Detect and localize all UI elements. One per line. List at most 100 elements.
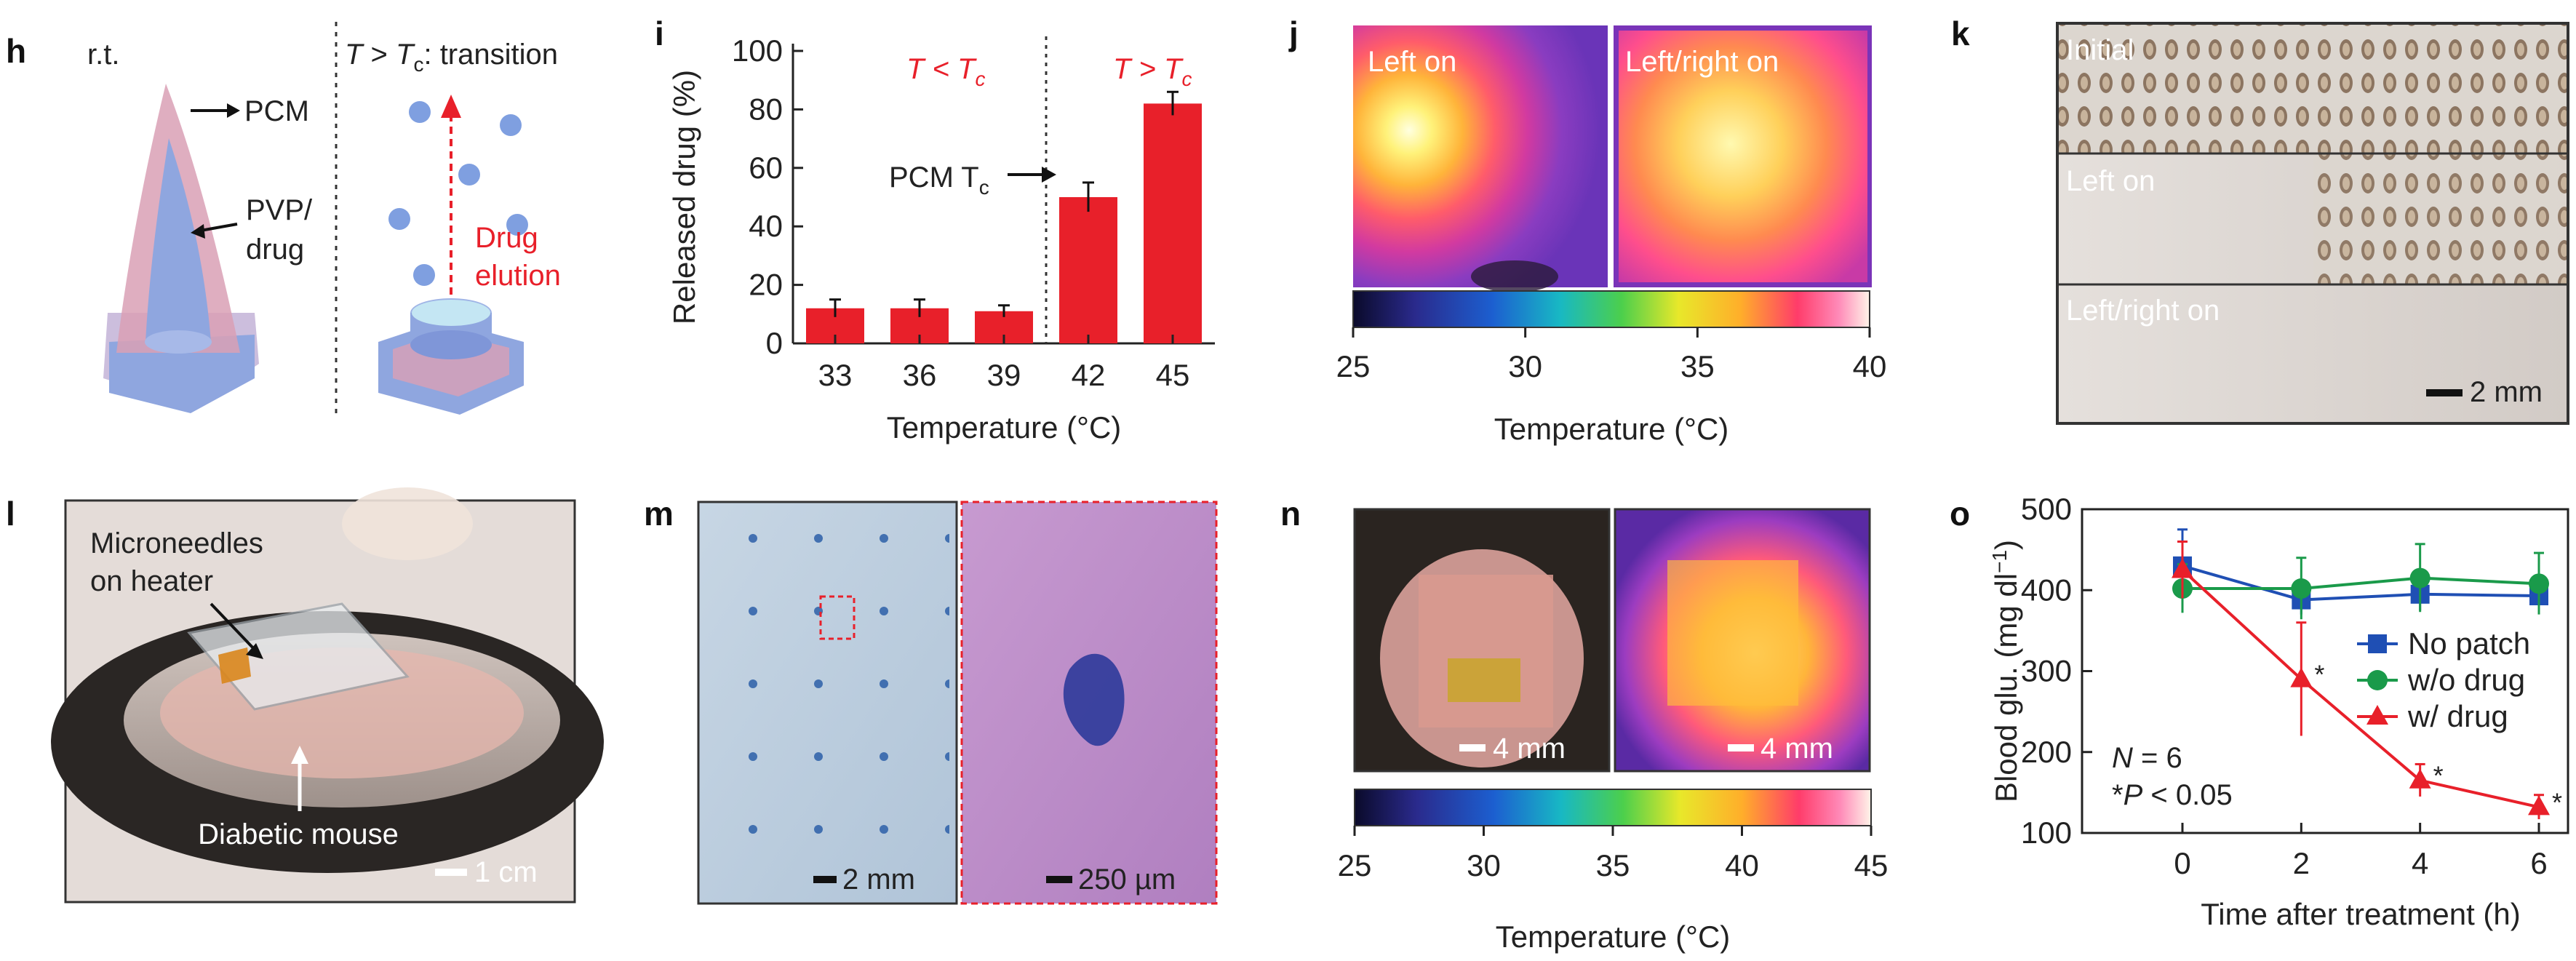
chart-o-marks: 100 200 300 400 500 0 2 4 6 Time after treatment …	[1988, 492, 2569, 931]
i-ytick-label: 20	[749, 268, 783, 302]
annotation-p: *P < 0.05	[2112, 779, 2233, 811]
callout-arrow	[210, 602, 258, 653]
o-point-with-drug	[2290, 667, 2313, 687]
colorbar-tick-label: 25	[1336, 349, 1371, 383]
o-xtick-label: 6	[2530, 846, 2547, 880]
colorbar-tick-label: 30	[1467, 848, 1501, 882]
panel-o: o 100 200 300 400 500 0 2 4 6 Time after treatmen…	[1950, 492, 2569, 931]
i-xtick-label: 42	[1072, 358, 1106, 392]
m-scale-right: 250 µm	[1078, 864, 1176, 896]
mouse-label: Diabetic mouse	[198, 818, 399, 850]
o-point-with-drug	[2528, 795, 2550, 816]
pvp-label-line2: drug	[246, 234, 304, 266]
k-row-initial	[2057, 23, 2568, 153]
o-point-with-drug	[2172, 558, 2193, 578]
n-scale-bar-right	[1728, 744, 1754, 751]
i-ytick-label: 100	[732, 33, 783, 68]
i-xtick-label: 39	[987, 358, 1021, 392]
i-ylabel: Released drug (%)	[667, 70, 701, 324]
i-bar-42	[1059, 197, 1117, 343]
colorbar-n-xlabel: Temperature (°C)	[1496, 920, 1731, 954]
microneedle-heater-patch	[187, 602, 410, 711]
panel-label-o: o	[1950, 495, 1970, 533]
left-on-label: Left on	[1368, 46, 1456, 78]
i-bar-45	[1144, 103, 1202, 344]
left-right-on-label: Left/right on	[1625, 46, 1779, 78]
colorbar-tick-label: 45	[1854, 848, 1889, 882]
o-point-with-drug	[2409, 768, 2431, 789]
i-xlabel: Temperature (°C)	[887, 410, 1122, 444]
o-legend-label: w/ drug	[2407, 699, 2508, 733]
k-scale-label: 2 mm	[2470, 376, 2543, 408]
callout-line2: on heater	[90, 565, 213, 597]
o-xtick-label: 2	[2293, 846, 2310, 880]
o-xlabel: Time after treatment (h)	[2201, 897, 2521, 931]
m-scale-left: 2 mm	[842, 864, 915, 896]
k-label-initial: Initial	[2066, 34, 2134, 66]
panel-label-l: l	[6, 495, 15, 533]
colorbar-j-xlabel: Temperature (°C)	[1494, 412, 1729, 446]
l-scale-label: 1 cm	[474, 856, 538, 888]
i-ytick-label: 80	[749, 92, 783, 126]
o-ylabel: Blood glu. (mg dl−1)	[1988, 540, 2023, 802]
i-xtick-label: 36	[903, 358, 937, 392]
colorbar-n-ticks: 25 30 35 40 45	[1338, 826, 1889, 882]
thermal-image-left-on	[1353, 25, 1608, 287]
annotation-n: N = 6	[2112, 742, 2182, 774]
i-xtick-label: 45	[1156, 358, 1190, 392]
colorbar-tick-label: 35	[1596, 848, 1630, 882]
o-point-with-drug	[2366, 705, 2388, 725]
o-series-line	[2182, 576, 2540, 591]
panel-label-i: i	[655, 15, 664, 52]
zoom-box	[819, 595, 856, 640]
o-point-without-drug	[2291, 578, 2312, 599]
o-xtick-label: 4	[2412, 846, 2428, 880]
panel-label-n: n	[1280, 495, 1301, 533]
panel-label-j: j	[1288, 15, 1299, 52]
o-legend-label: w/o drug	[2407, 663, 2525, 697]
k-scale-bar	[2426, 389, 2463, 396]
rt-title: r.t.	[87, 39, 119, 71]
panel-h: h r.t. PCM PVP/ drug T > Tc: transition	[6, 22, 561, 418]
drug-particles	[388, 101, 528, 286]
i-ytick-label: 0	[766, 326, 783, 360]
o-xtick-label: 0	[2174, 846, 2190, 880]
o-ytick-label: 300	[2021, 654, 2072, 688]
elution-label-line2: elution	[475, 260, 561, 292]
pcm-coated-needle	[103, 84, 259, 413]
pcm-label: PCM	[244, 95, 309, 127]
region-high-label: T > Tc	[1113, 53, 1192, 90]
colorbar-tick-label: 40	[1853, 349, 1887, 383]
o-series-line	[2182, 564, 2540, 602]
o-point-no-patch	[2368, 634, 2387, 653]
pcm-tc-label: PCM Tc	[889, 162, 989, 199]
o-series-line	[2181, 568, 2540, 809]
k-label-left-on: Left on	[2066, 165, 2155, 197]
colorbar-n	[1354, 789, 1872, 826]
region-low-label: T < Tc	[906, 53, 985, 90]
panel-i: i 0 20 40 60 80 100 33 36 39 42 45 Temperature (°C)…	[655, 15, 1215, 444]
elution-label-line1: Drug	[475, 222, 538, 254]
panel-m: m 2 mm 250 µm	[644, 495, 1218, 905]
o-ytick-label: 500	[2021, 492, 2072, 526]
panel-label-k: k	[1951, 15, 1970, 52]
i-ytick-label: 40	[749, 209, 783, 243]
panel-n: n 4 mm 4 mm 25 30 35 40 45 Temperature (°C)	[1280, 495, 1888, 954]
n-scale-right: 4 mm	[1760, 733, 1833, 765]
panel-j: j Left on Left/right on 25 30 35 40 Tempera…	[1288, 15, 1886, 446]
pvp-label-line1: PVP/	[246, 194, 313, 226]
panel-k: k Initial Left on Left/right on 2 mm	[1951, 15, 2569, 425]
colorbar-j-ticks: 25 30 35 40	[1336, 327, 1887, 383]
n-scale-left: 4 mm	[1493, 733, 1566, 765]
o-ytick-label: 200	[2021, 735, 2072, 769]
callout-line1: Microneedles	[90, 527, 263, 559]
m-scale-bar-right	[1046, 876, 1072, 883]
colorbar-tick-label: 30	[1508, 349, 1542, 383]
i-xtick-label: 33	[818, 358, 853, 392]
o-significance-star: *	[2552, 787, 2562, 817]
o-ytick-label: 400	[2021, 573, 2072, 607]
l-scale-bar	[435, 869, 467, 876]
transition-title: T > Tc: transition	[345, 39, 558, 76]
o-legend-label: No patch	[2408, 626, 2530, 661]
dissolved-needle	[378, 298, 524, 415]
